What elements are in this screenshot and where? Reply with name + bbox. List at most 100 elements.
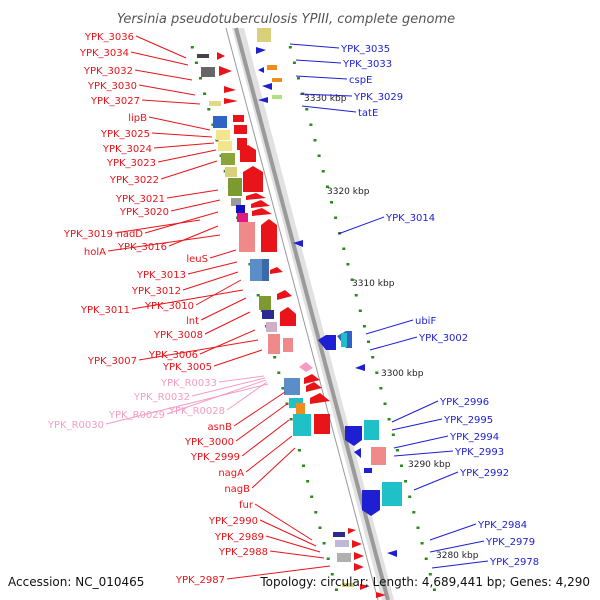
leader-line <box>204 311 251 335</box>
gene-label: nadD <box>116 229 143 240</box>
scale-tick <box>371 356 375 359</box>
scale-label: 3280 kbp <box>436 551 479 561</box>
scale-tick <box>305 108 309 111</box>
scale-tick <box>199 77 202 80</box>
gene-arrow <box>262 83 272 90</box>
leader-line <box>226 565 331 580</box>
scale-tick <box>334 588 338 591</box>
leader-line <box>151 132 213 138</box>
gene-feature <box>237 213 248 222</box>
gene-feature <box>293 414 311 436</box>
scale-tick <box>342 247 346 250</box>
gene-feature <box>333 532 345 537</box>
accession-text: Accession: NC_010465 <box>8 575 144 589</box>
gene-arrow <box>251 200 270 208</box>
scale-tick <box>203 92 207 95</box>
gene-feature <box>342 583 354 587</box>
gene-feature <box>197 54 209 58</box>
gene-label: asnB <box>207 422 232 433</box>
leader-line <box>134 69 193 81</box>
scale-tick <box>248 263 252 266</box>
gene-label: YPK_3027 <box>90 96 140 107</box>
scale-tick <box>310 495 314 498</box>
leader-line <box>131 289 244 310</box>
scale-tick <box>367 340 370 343</box>
leader-line <box>391 400 439 423</box>
gene-feature <box>237 138 247 150</box>
leader-line <box>251 447 296 489</box>
gene-label: YPK_2979 <box>485 537 535 548</box>
scale-tick <box>322 542 326 545</box>
leader-line <box>365 319 414 335</box>
gene-label: YPK_2984 <box>477 520 527 531</box>
scale-tick <box>325 185 329 188</box>
gene-label: YPK_3007 <box>87 356 137 367</box>
gene-arrow <box>258 97 268 103</box>
gene-label: YPK_2995 <box>443 415 493 426</box>
scale-tick <box>391 433 395 436</box>
leader-line <box>254 503 313 541</box>
gene-arrow <box>293 240 303 247</box>
gene-feature <box>228 178 242 196</box>
scale-tick <box>358 309 362 312</box>
scale-tick <box>412 511 416 514</box>
scale-tick <box>289 418 293 421</box>
leader-line <box>114 219 201 234</box>
scale-tick <box>256 294 260 297</box>
gene-label: holA <box>84 247 106 258</box>
gene-arrow <box>240 145 256 162</box>
leader-line <box>299 93 353 97</box>
gene-label: lnt <box>186 316 199 327</box>
scale-tick <box>190 46 194 49</box>
rna-label: YPK_R0030 <box>47 420 104 431</box>
gene-label: YPK_3005 <box>162 362 212 373</box>
leader-line <box>153 142 215 149</box>
gene-label: YPK_2994 <box>449 432 499 443</box>
gene-feature <box>216 130 230 140</box>
leader-line <box>170 199 221 212</box>
leader-line <box>138 339 259 361</box>
gene-label: YPK_3032 <box>83 66 133 77</box>
scale-tick <box>297 77 300 80</box>
gene-feature <box>296 403 305 415</box>
leader-line <box>259 519 317 547</box>
scale-tick <box>428 573 432 576</box>
gene-label: YPK_3029 <box>353 92 403 103</box>
scale-tick <box>350 278 354 281</box>
scale-tick <box>432 588 436 591</box>
gene-label: YPK_3002 <box>418 333 468 344</box>
gene-feature <box>371 447 386 465</box>
gene-label: YPK_3006 <box>148 350 198 361</box>
gene-arrow <box>354 448 361 458</box>
gene-arrow <box>246 193 266 200</box>
gene-feature <box>266 322 277 332</box>
gene-feature <box>259 296 271 310</box>
scale-tick <box>309 123 313 126</box>
gene-feature <box>268 334 280 354</box>
gene-feature <box>283 338 293 352</box>
gene-label: YPK_2990 <box>208 516 258 527</box>
gene-label: YPK_3021 <box>115 194 165 205</box>
gene-feature <box>364 468 372 473</box>
leader-line <box>301 105 357 113</box>
gene-arrow <box>306 382 322 392</box>
scale-tick <box>314 511 318 514</box>
leader-line <box>413 471 459 491</box>
gene-feature <box>201 67 215 77</box>
scale-tick <box>420 542 424 545</box>
gene-feature <box>239 222 255 252</box>
leader-line <box>295 59 342 64</box>
scale-label: 3320 kbp <box>327 187 370 197</box>
leader-line <box>429 523 477 541</box>
scale-label: 3290 kbp <box>408 460 451 470</box>
leader-line <box>191 377 266 397</box>
rna-label: YPK_R0032 <box>133 392 190 403</box>
rna-label: YPK_R0028 <box>168 406 225 417</box>
gene-arrow <box>318 335 336 350</box>
scale-tick <box>330 573 334 576</box>
genome-summary-text: Topology: circular; Length: 4,689,441 bp… <box>259 575 590 589</box>
scale-tick <box>346 263 350 266</box>
map-title: Yersinia pseudotuberculosis YPIII, compl… <box>117 12 455 27</box>
leader-line <box>130 51 189 66</box>
